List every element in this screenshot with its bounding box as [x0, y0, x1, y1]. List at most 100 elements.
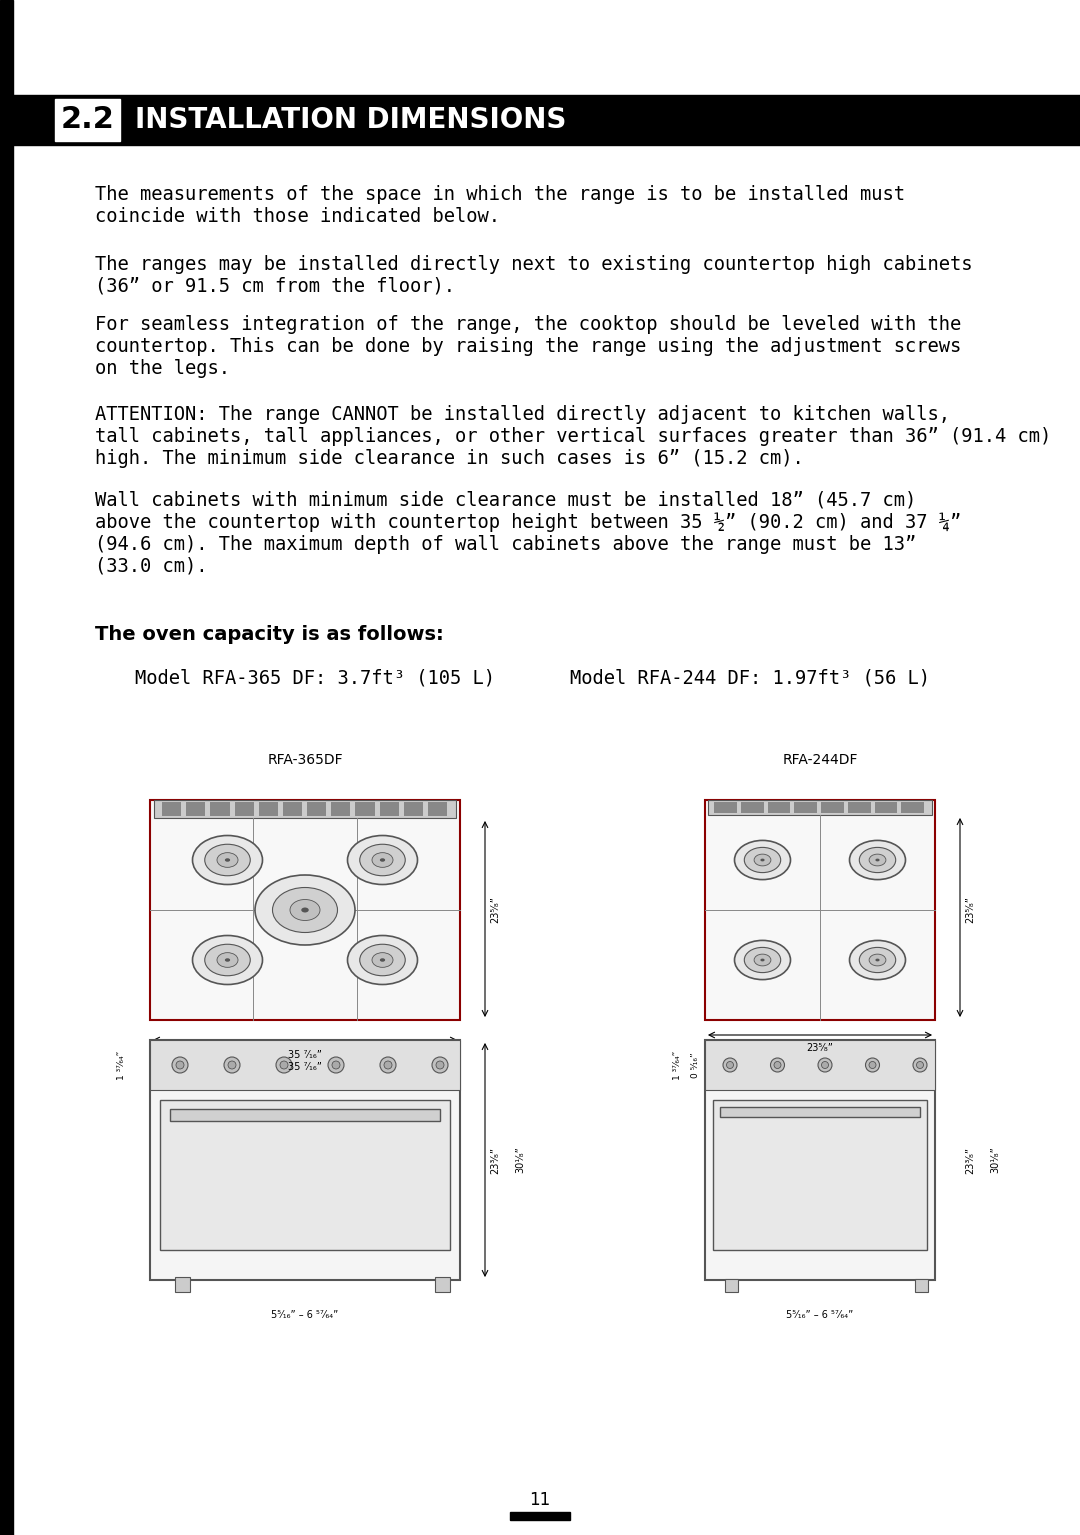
Ellipse shape	[372, 953, 393, 967]
Bar	[794, 801, 816, 814]
Ellipse shape	[744, 947, 781, 973]
Circle shape	[818, 1058, 832, 1071]
Ellipse shape	[360, 844, 405, 876]
Ellipse shape	[348, 935, 418, 984]
Circle shape	[770, 1058, 784, 1071]
Ellipse shape	[205, 844, 251, 876]
Circle shape	[727, 1062, 733, 1068]
Text: 30¹⁄₈”: 30¹⁄₈”	[515, 1147, 525, 1173]
Circle shape	[869, 1062, 876, 1068]
Text: Wall cabinets with minimum side clearance must be installed 18” (45.7 cm)
above : Wall cabinets with minimum side clearanc…	[95, 490, 961, 576]
Bar	[175, 1277, 190, 1292]
Ellipse shape	[217, 953, 238, 967]
Bar	[0, 0, 13, 1535]
Bar	[150, 1041, 460, 1090]
Bar	[435, 1277, 450, 1292]
Ellipse shape	[850, 840, 905, 880]
Ellipse shape	[754, 955, 771, 966]
Ellipse shape	[205, 944, 251, 976]
Bar	[283, 801, 302, 817]
Ellipse shape	[225, 958, 230, 962]
Circle shape	[723, 1058, 737, 1071]
Ellipse shape	[192, 835, 262, 884]
Text: Model RFA-244 DF: 1.97ft³ (56 L): Model RFA-244 DF: 1.97ft³ (56 L)	[570, 668, 930, 688]
Ellipse shape	[348, 835, 418, 884]
Bar	[150, 800, 460, 1019]
Text: Model RFA-365 DF: 3.7ft³ (105 L): Model RFA-365 DF: 3.7ft³ (105 L)	[135, 668, 495, 688]
Circle shape	[176, 1061, 184, 1068]
Text: 1 ³⁷⁄₆₄”: 1 ³⁷⁄₆₄”	[673, 1050, 681, 1079]
Ellipse shape	[869, 853, 886, 866]
Circle shape	[332, 1061, 340, 1068]
Ellipse shape	[272, 887, 337, 932]
Text: 0 ⁵⁄₁₆”: 0 ⁵⁄₁₆”	[690, 1051, 700, 1078]
Text: RFA-365DF: RFA-365DF	[267, 754, 342, 768]
Text: 23³⁄₈”: 23³⁄₈”	[966, 1147, 975, 1173]
Bar	[234, 801, 254, 817]
Text: 35 ⁷⁄₁₆”: 35 ⁷⁄₁₆”	[288, 1062, 322, 1071]
Bar	[307, 801, 326, 817]
Ellipse shape	[372, 852, 393, 867]
Ellipse shape	[301, 907, 309, 912]
Circle shape	[432, 1058, 448, 1073]
Bar	[768, 801, 791, 814]
Bar	[725, 1279, 738, 1292]
Bar	[428, 801, 447, 817]
Text: 5⁵⁄₁₆” – 6 ⁵⁷⁄₆₄”: 5⁵⁄₁₆” – 6 ⁵⁷⁄₆₄”	[271, 1309, 339, 1320]
Bar	[162, 801, 181, 817]
Bar	[170, 1108, 440, 1121]
Ellipse shape	[850, 941, 905, 979]
Bar	[705, 800, 935, 1019]
Ellipse shape	[760, 858, 765, 861]
Ellipse shape	[760, 958, 765, 961]
Bar	[332, 801, 350, 817]
Text: 23⁵⁄₈”: 23⁵⁄₈”	[966, 896, 975, 924]
Text: 5⁵⁄₁₆” – 6 ⁵⁷⁄₆₄”: 5⁵⁄₁₆” – 6 ⁵⁷⁄₆₄”	[786, 1309, 853, 1320]
Text: 23⁵⁄₈”: 23⁵⁄₈”	[490, 896, 500, 924]
Circle shape	[280, 1061, 288, 1068]
Text: 11: 11	[529, 1490, 551, 1509]
Ellipse shape	[734, 941, 791, 979]
Bar	[713, 1101, 927, 1249]
Circle shape	[822, 1062, 828, 1068]
Ellipse shape	[255, 875, 355, 946]
Ellipse shape	[876, 858, 879, 861]
Circle shape	[172, 1058, 188, 1073]
Ellipse shape	[754, 853, 771, 866]
Bar	[705, 1041, 935, 1280]
Ellipse shape	[192, 935, 262, 984]
Text: ATTENTION: The range CANNOT be installed directly adjacent to kitchen walls,
tal: ATTENTION: The range CANNOT be installed…	[95, 405, 1051, 468]
Bar	[821, 801, 843, 814]
Bar	[259, 801, 278, 817]
Text: 35 ⁷⁄₁₆”: 35 ⁷⁄₁₆”	[288, 1050, 322, 1061]
Bar	[150, 1041, 460, 1280]
Text: The ranges may be installed directly next to existing countertop high cabinets
(: The ranges may be installed directly nex…	[95, 255, 972, 296]
Bar	[211, 801, 229, 817]
Ellipse shape	[217, 852, 238, 867]
Text: 30¹⁄₈”: 30¹⁄₈”	[990, 1147, 1000, 1173]
Ellipse shape	[380, 958, 386, 962]
Bar	[705, 1041, 935, 1090]
Bar	[901, 801, 924, 814]
Bar	[404, 801, 423, 817]
Circle shape	[224, 1058, 240, 1073]
Bar	[13, 95, 1080, 144]
Bar	[708, 800, 932, 815]
Ellipse shape	[380, 858, 386, 861]
Circle shape	[328, 1058, 345, 1073]
Circle shape	[228, 1061, 237, 1068]
Circle shape	[774, 1062, 781, 1068]
Bar	[154, 800, 456, 818]
Text: 1 ³⁷⁄₆₄”: 1 ³⁷⁄₆₄”	[118, 1050, 126, 1079]
Bar	[720, 1107, 920, 1117]
Circle shape	[913, 1058, 927, 1071]
Bar	[915, 1279, 928, 1292]
Bar	[186, 801, 205, 817]
Circle shape	[865, 1058, 879, 1071]
Ellipse shape	[876, 958, 879, 961]
Ellipse shape	[869, 955, 886, 966]
Text: INSTALLATION DIMENSIONS: INSTALLATION DIMENSIONS	[135, 106, 566, 134]
Bar	[379, 801, 399, 817]
Circle shape	[276, 1058, 292, 1073]
Circle shape	[436, 1061, 444, 1068]
